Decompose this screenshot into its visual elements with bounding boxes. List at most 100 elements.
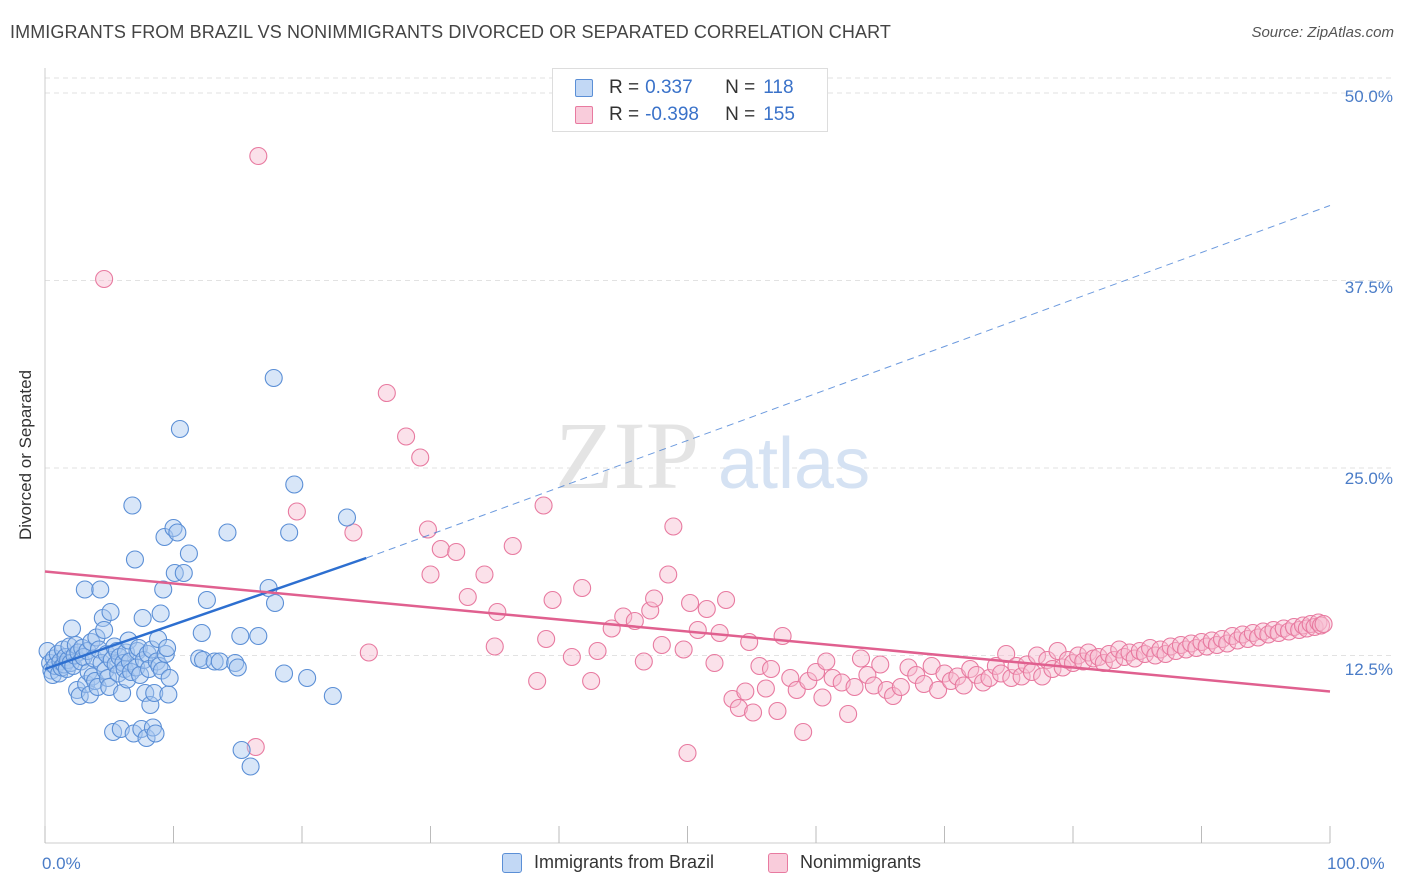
- brazil-point: [274, 664, 294, 683]
- brazil-point: [192, 623, 211, 643]
- nonimmigrants-point: [447, 542, 466, 562]
- nonimmigrants-point: [641, 601, 660, 620]
- nonimmigrants-point: [891, 677, 910, 697]
- brazil-point: [323, 686, 342, 706]
- nonimmigrants-point: [475, 565, 494, 584]
- brazil-point: [205, 652, 224, 671]
- nonimmigrants-point: [674, 640, 693, 659]
- brazil-point: [156, 644, 175, 664]
- nonimmigrants-point: [716, 590, 736, 610]
- brazil-point: [228, 658, 247, 677]
- nonimmigrants-point: [582, 671, 601, 691]
- brazil-point: [210, 652, 229, 671]
- nonimmigrants-point: [743, 703, 763, 722]
- brazil-point: [142, 640, 161, 659]
- legend-label-nonimmigrants: Nonimmigrants: [800, 852, 922, 872]
- brazil-point: [241, 757, 260, 776]
- brazil-point: [128, 641, 147, 661]
- nonimmigrants-points: [95, 146, 1333, 763]
- nonimmigrants-point: [573, 578, 592, 598]
- chart-title: IMMIGRANTS FROM BRAZIL VS NONIMMIGRANTS …: [10, 22, 891, 42]
- nonimmigrants-point: [1079, 643, 1098, 662]
- brazil-point: [280, 523, 299, 542]
- brazil-point: [265, 593, 285, 613]
- brazil-point: [168, 523, 187, 542]
- brazil-point: [75, 580, 94, 599]
- nonimmigrants-point: [817, 652, 836, 671]
- nonimmigrants-point: [418, 520, 437, 539]
- nonimmigrants-point: [697, 599, 716, 619]
- nonimmigrants-point: [344, 523, 363, 542]
- brazil-point: [101, 602, 120, 622]
- nonimmigrants-point: [534, 496, 553, 515]
- nonimmigrants-point: [845, 677, 864, 697]
- nonimmigrants-point: [705, 653, 724, 673]
- nonimmigrants-point: [1105, 650, 1124, 670]
- brazil-point: [159, 685, 178, 704]
- nonimmigrants-point: [458, 587, 477, 607]
- nonimmigrants-point: [756, 679, 775, 698]
- nonimmigrants-point: [1048, 641, 1067, 661]
- nonimmigrants-point: [678, 743, 697, 763]
- brazil-point: [158, 638, 177, 658]
- nonimmigrants-point: [359, 643, 378, 662]
- brazil-point: [38, 641, 57, 661]
- brazil-point: [141, 695, 160, 715]
- nonimmigrants-point: [528, 671, 547, 691]
- brazil-point: [285, 475, 304, 494]
- nonimmigrants-swatch-icon: [575, 106, 593, 124]
- nonimmigrants-point: [634, 652, 653, 671]
- brazil-point: [151, 604, 170, 623]
- nonimmigrants-point: [543, 590, 562, 610]
- nonimmigrants-point: [659, 565, 678, 584]
- brazil-points: [38, 368, 357, 776]
- grid: [45, 77, 1395, 656]
- nonimmigrants-point: [562, 647, 581, 667]
- r-label: R =: [609, 77, 640, 98]
- nonimmigrants-point: [794, 722, 813, 742]
- nonimmigrants-point: [377, 383, 396, 403]
- brazil-point: [231, 626, 250, 646]
- legend-row-brazil: R = 0.337 N = 118: [575, 77, 794, 99]
- nonimmigrants-point: [688, 620, 707, 640]
- brazil-point: [80, 685, 100, 704]
- source-label: Source: ZipAtlas.com: [1251, 24, 1394, 41]
- nonimmigrants-point: [652, 635, 671, 655]
- nonimmigrants-point: [851, 649, 871, 668]
- nonimmigrants-legend-icon: [768, 852, 788, 873]
- r-value: -0.398: [645, 104, 699, 125]
- brazil-point: [132, 719, 151, 739]
- nonimmigrants-point: [991, 664, 1011, 683]
- brazil-point: [123, 496, 142, 515]
- watermark-atlas: atlas: [718, 424, 870, 504]
- brazil-point: [98, 668, 118, 688]
- brazil-point: [298, 668, 317, 688]
- nonimmigrants-point: [503, 536, 522, 556]
- brazil-point: [218, 523, 237, 542]
- nonimmigrants-point: [95, 269, 114, 289]
- x-tick-label-right: 100.0%: [1327, 854, 1385, 873]
- n-value: 155: [763, 104, 795, 125]
- trend-lines: [44, 205, 1331, 693]
- r-label: R =: [609, 104, 640, 125]
- x-tick-label-left: 0.0%: [42, 854, 81, 873]
- nonimmigrants-point: [899, 658, 918, 677]
- nonimmigrants-point: [750, 656, 769, 676]
- brazil-point: [131, 665, 150, 685]
- brazil-trend-line: [44, 556, 367, 671]
- y-tick-label: 25.0%: [1344, 469, 1393, 488]
- r-value: 0.337: [645, 77, 693, 98]
- nonimmigrants-point: [1058, 650, 1077, 670]
- brazil-point: [145, 683, 164, 703]
- nonimmigrants-point: [1069, 646, 1088, 665]
- brazil-point: [154, 580, 173, 599]
- legend-row-nonimmigrants: R = -0.398 N = 155: [575, 104, 795, 126]
- nonimmigrants-point: [537, 629, 556, 649]
- nonimmigrants-point: [1033, 667, 1052, 686]
- nonimmigrants-point: [1314, 614, 1333, 634]
- legend-item-nonimmigrants: Nonimmigrants: [768, 852, 921, 873]
- legend-item-brazil: Immigrants from Brazil: [502, 852, 714, 873]
- nonimmigrants-point: [813, 688, 832, 707]
- brazil-point: [133, 608, 152, 628]
- axes: [44, 68, 1331, 844]
